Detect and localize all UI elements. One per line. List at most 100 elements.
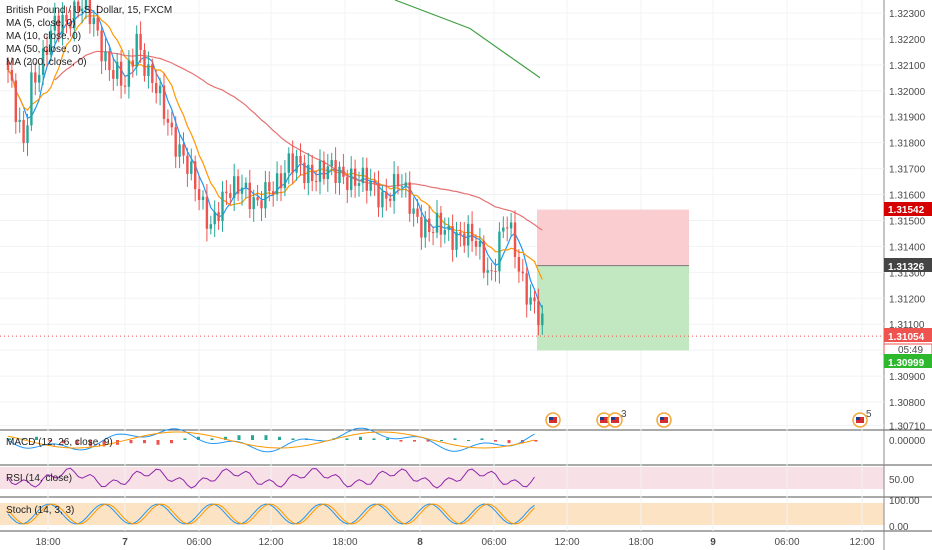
event-count: 3 xyxy=(621,409,627,420)
ma200-line xyxy=(394,0,541,79)
candle-body xyxy=(435,212,439,233)
candle-body xyxy=(131,60,134,67)
candle-body xyxy=(244,182,248,188)
candle-body xyxy=(541,313,544,326)
candle-body xyxy=(30,72,33,126)
candle-body xyxy=(342,166,345,177)
macd-histogram-bar xyxy=(264,435,268,440)
candle-body xyxy=(45,48,49,55)
macd-histogram-bar xyxy=(359,436,362,440)
price-tick-label: 1.32100 xyxy=(889,61,926,72)
candle-body xyxy=(392,173,396,201)
target-tag xyxy=(884,354,932,368)
candle-body xyxy=(190,161,193,174)
price-tick-label: 1.31700 xyxy=(889,165,926,176)
macd-label[interactable]: MACD (12, 26, close, 9) xyxy=(6,437,113,448)
candle-body xyxy=(311,164,314,182)
flag-canton xyxy=(549,417,553,420)
us-flag-event-icon[interactable] xyxy=(656,412,672,428)
candle-body xyxy=(478,240,482,247)
candle-body xyxy=(338,166,341,184)
legend[interactable]: British Pound / U.S. Dollar, 15, FXCM MA… xyxy=(6,5,172,68)
legend-ma50[interactable]: MA (50, close, 0) xyxy=(6,44,81,55)
macd-histogram-bar xyxy=(467,440,470,441)
candle-body xyxy=(92,17,95,25)
candle-body xyxy=(119,61,123,86)
candle-body xyxy=(80,8,84,12)
candle-body xyxy=(381,191,384,208)
candle-body xyxy=(225,191,228,194)
symbol-title[interactable]: British Pound / U.S. Dollar, 15, FXCM xyxy=(6,5,172,16)
candles xyxy=(6,0,544,336)
event-count: 5 xyxy=(866,409,872,420)
candle-body xyxy=(104,51,107,62)
rsi-label[interactable]: RSI (14, close) xyxy=(6,473,72,484)
stop-tag xyxy=(884,202,932,216)
candle-body xyxy=(314,181,318,183)
candle-body xyxy=(77,1,80,12)
candle-body xyxy=(326,166,329,180)
time-tick-label: 18:00 xyxy=(35,537,60,548)
candle-body xyxy=(61,14,64,35)
candle-body xyxy=(147,64,150,77)
candle-body xyxy=(139,33,142,50)
legend-ma5[interactable]: MA (5, close, 0) xyxy=(6,18,75,29)
candle-body xyxy=(268,182,271,192)
candle-body xyxy=(389,198,392,201)
candle-body xyxy=(57,15,60,35)
macd-histogram-bar xyxy=(413,440,416,442)
us-flag-event-icon[interactable]: 5 xyxy=(852,409,872,428)
candle-body xyxy=(447,226,450,231)
candle-body xyxy=(182,144,185,156)
candle-body xyxy=(307,164,310,184)
candle-body xyxy=(482,240,485,273)
macd-histogram-bar xyxy=(170,440,173,444)
position-tool[interactable] xyxy=(537,209,689,351)
us-flag-event-icon[interactable] xyxy=(545,412,561,428)
stop-loss-zone[interactable] xyxy=(537,209,689,266)
candle-body xyxy=(533,297,536,302)
us-flag-event-icon[interactable]: 3 xyxy=(607,409,627,428)
candle-body xyxy=(295,155,298,173)
macd-histogram-bar xyxy=(426,440,430,442)
candle-body xyxy=(459,232,462,234)
price-tick-label: 1.32200 xyxy=(889,35,926,46)
time-axis[interactable]: 18:00 7 06:00 12:00 18:00 8 06:00 12:00 18:00 9 06… xyxy=(35,537,874,548)
macd-histogram-bar xyxy=(48,440,52,442)
candle-body xyxy=(166,118,170,123)
macd-histogram-bar xyxy=(251,435,254,440)
price-tick-label: 1.32300 xyxy=(889,9,926,20)
candle-body xyxy=(84,0,88,9)
candle-body xyxy=(396,173,400,187)
candle-body xyxy=(494,270,497,272)
candle-body xyxy=(69,21,72,29)
candle-body xyxy=(209,224,212,229)
candle-body xyxy=(49,30,53,55)
candle-body xyxy=(26,125,29,144)
last-tag xyxy=(884,328,932,342)
legend-ma10[interactable]: MA (10, close, 0) xyxy=(6,31,81,42)
stoch-tick-100: 100.00 xyxy=(889,496,920,507)
candle-body xyxy=(416,208,419,217)
time-tick-label: 9 xyxy=(710,537,716,548)
candle-body xyxy=(18,119,21,122)
candle-body xyxy=(412,208,415,214)
take-profit-zone[interactable] xyxy=(537,265,689,351)
candle-body xyxy=(252,197,255,210)
macd-histogram-bar xyxy=(156,440,160,445)
countdown-text: 05:49 xyxy=(898,345,923,356)
candle-body xyxy=(205,196,209,229)
candle-body xyxy=(365,167,368,191)
legend-ma200[interactable]: MA (200, close, 0) xyxy=(6,57,87,68)
candle-body xyxy=(404,182,407,187)
candle-body xyxy=(6,62,10,71)
macd-histogram-bar xyxy=(143,440,146,444)
time-tick-label: 12:00 xyxy=(849,537,874,548)
candle-body xyxy=(318,160,322,182)
macd-histogram-bar xyxy=(345,438,349,440)
price-tags xyxy=(883,202,932,368)
stoch-label[interactable]: Stoch (14, 3, 3) xyxy=(6,505,74,516)
